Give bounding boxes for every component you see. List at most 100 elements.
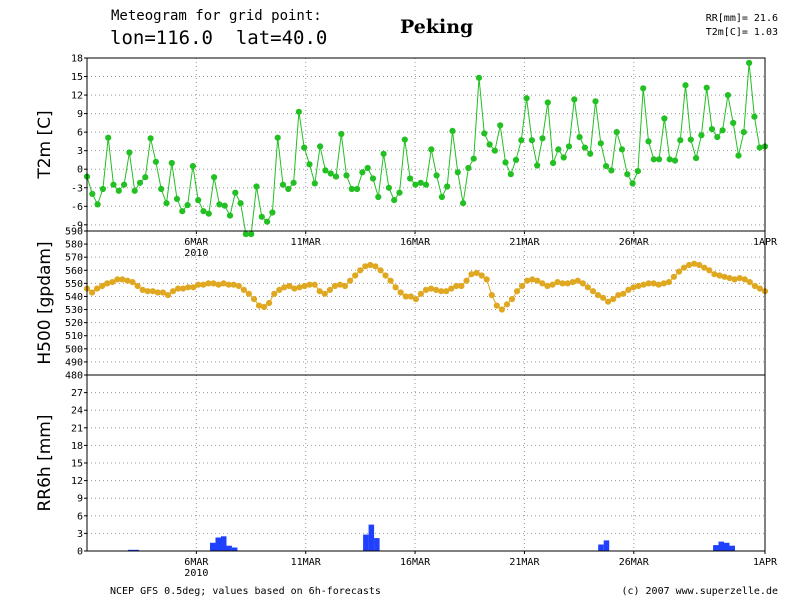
- data-point: [491, 147, 498, 154]
- precip-bar: [374, 538, 380, 551]
- data-point: [730, 119, 737, 126]
- x-tick-label: 11MAR: [291, 557, 322, 568]
- data-point: [397, 289, 404, 296]
- data-point: [109, 279, 116, 286]
- data-point: [740, 129, 747, 136]
- data-point: [215, 281, 222, 288]
- data-point: [686, 261, 693, 269]
- data-point: [392, 284, 399, 291]
- data-point: [281, 284, 288, 291]
- data-point: [550, 159, 557, 167]
- data-point: [680, 264, 688, 271]
- x-tick-label: 26MAR: [619, 237, 650, 248]
- data-point: [493, 302, 500, 309]
- data-point: [402, 293, 409, 300]
- data-point: [296, 284, 303, 291]
- data-point: [711, 271, 718, 278]
- data-point: [449, 127, 456, 134]
- x-tick-label: 11MAR: [291, 237, 322, 248]
- data-point: [210, 280, 217, 287]
- data-point: [696, 261, 703, 269]
- y-tick-label: 3: [77, 146, 83, 157]
- data-point: [94, 201, 101, 208]
- data-point: [605, 298, 612, 305]
- data-point: [341, 282, 349, 290]
- data-point: [407, 293, 414, 300]
- data-point: [666, 156, 673, 163]
- data-point: [311, 281, 318, 288]
- data-point: [488, 292, 495, 299]
- data-point: [756, 144, 763, 151]
- data-point: [163, 200, 170, 207]
- precip-bar: [210, 542, 216, 551]
- data-point: [468, 271, 475, 278]
- data-point: [539, 135, 546, 142]
- data-point: [407, 175, 414, 182]
- data-point: [180, 285, 187, 292]
- data-point: [119, 276, 126, 283]
- data-point: [524, 277, 531, 284]
- data-point: [512, 156, 520, 163]
- page-title: Peking: [400, 16, 473, 38]
- data-point: [635, 282, 642, 290]
- data-point: [746, 59, 753, 66]
- data-point: [357, 267, 364, 274]
- data-point: [258, 213, 265, 220]
- y-tick-label: 570: [65, 253, 83, 264]
- data-point: [235, 282, 242, 290]
- data-point: [322, 167, 329, 174]
- y-tick-label: 540: [65, 292, 83, 303]
- x-tick-label: 1APR: [753, 557, 778, 568]
- y-tick-label: 530: [65, 305, 83, 316]
- data-point: [608, 167, 615, 174]
- data-point: [164, 292, 172, 299]
- data-point: [519, 282, 526, 290]
- data-point: [326, 286, 333, 293]
- data-point: [620, 290, 627, 297]
- h500-panel: 480 490 500 510 520 530 540 550 560 570 580 590 H500…: [35, 227, 769, 382]
- y-tick-label: 510: [65, 331, 83, 342]
- x-tick-label: 6MAR: [184, 557, 209, 568]
- data-point: [250, 296, 258, 303]
- data-point: [640, 85, 647, 92]
- data-point: [237, 200, 244, 207]
- y-tick-label: 590: [65, 227, 83, 238]
- data-point: [448, 285, 455, 292]
- data-point: [189, 163, 196, 170]
- data-point: [311, 180, 318, 187]
- data-point: [168, 159, 175, 167]
- data-point: [385, 184, 392, 191]
- data-point: [152, 158, 159, 165]
- data-point: [417, 179, 424, 186]
- data-point: [529, 276, 536, 283]
- precip-bar: [729, 545, 735, 551]
- data-point: [200, 281, 207, 288]
- data-point: [232, 189, 239, 196]
- data-point: [670, 273, 678, 280]
- data-point: [348, 185, 355, 193]
- data-point: [380, 150, 387, 157]
- precip-bar: [724, 542, 730, 551]
- y-tick-label: 12: [71, 476, 83, 487]
- data-point: [645, 138, 652, 145]
- data-point: [581, 144, 589, 151]
- data-point: [200, 208, 207, 215]
- data-point: [147, 135, 154, 142]
- data-point: [579, 280, 587, 287]
- data-point: [714, 134, 721, 141]
- data-point: [444, 183, 451, 190]
- data-point: [438, 193, 445, 201]
- data-point: [560, 154, 567, 161]
- y-tick-label: 24: [71, 406, 83, 417]
- data-point: [629, 180, 636, 187]
- data-point: [645, 280, 652, 287]
- data-point: [736, 275, 743, 282]
- data-point: [597, 140, 604, 147]
- data-point: [359, 169, 366, 176]
- y-axis-label: RR6h [mm]: [35, 414, 55, 511]
- data-point: [470, 155, 477, 162]
- data-point: [486, 141, 493, 148]
- data-point: [473, 269, 480, 276]
- data-point: [134, 282, 141, 290]
- data-point: [105, 134, 112, 141]
